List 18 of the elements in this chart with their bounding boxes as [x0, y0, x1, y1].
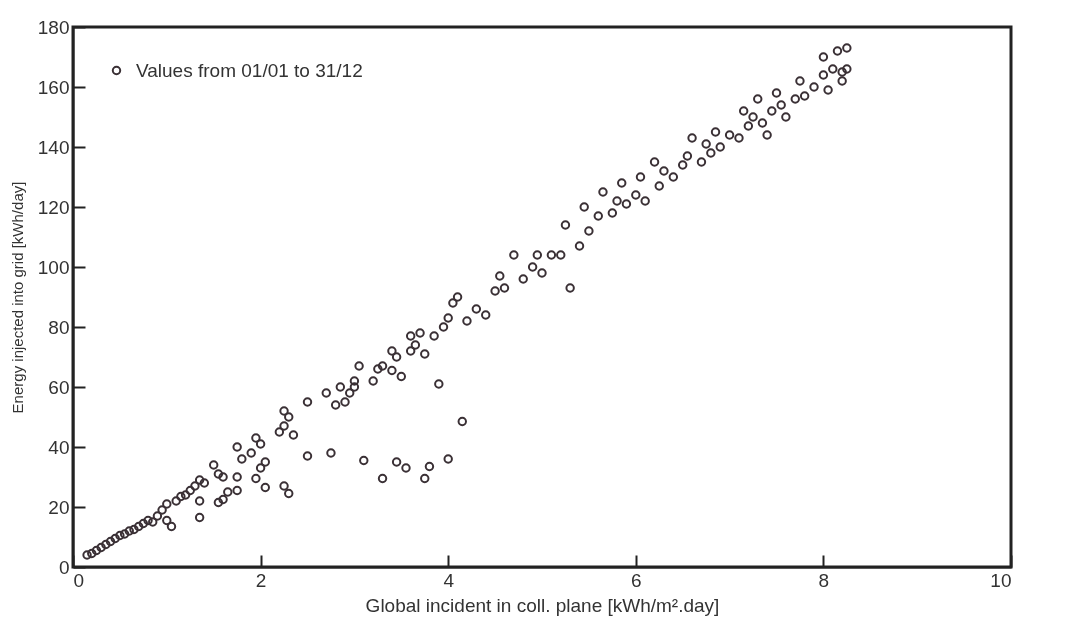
y-tick-label: 20	[48, 496, 70, 518]
x-tick-label: 2	[255, 569, 267, 591]
x-axis-title: Global incident in coll. plane [kWh/m².day]	[365, 594, 720, 616]
y-tick-label: 60	[48, 376, 70, 398]
y-tick-label: 100	[37, 256, 70, 278]
y-tick-label: 40	[48, 436, 70, 458]
x-tick-label: 0	[73, 569, 85, 591]
y-tick-label: 160	[37, 76, 70, 98]
y-axis-title: Energy injected into grid [kWh/day]	[8, 181, 26, 414]
y-tick-label: 180	[37, 16, 70, 38]
x-tick-label: 8	[818, 569, 830, 591]
x-tick-label: 6	[631, 569, 642, 591]
x-tick-label: 4	[443, 569, 455, 591]
x-tick-label: 10	[990, 569, 1012, 591]
legend-label: Values from 01/01 to 31/12	[136, 59, 363, 81]
y-tick-label: 80	[48, 316, 70, 338]
y-tick-label: 140	[37, 136, 70, 158]
y-tick-label: 120	[37, 196, 70, 218]
